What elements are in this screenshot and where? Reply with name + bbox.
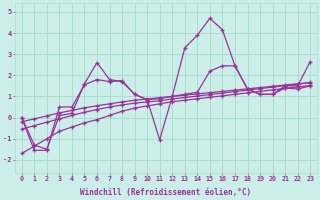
X-axis label: Windchill (Refroidissement éolien,°C): Windchill (Refroidissement éolien,°C) bbox=[80, 188, 252, 197]
